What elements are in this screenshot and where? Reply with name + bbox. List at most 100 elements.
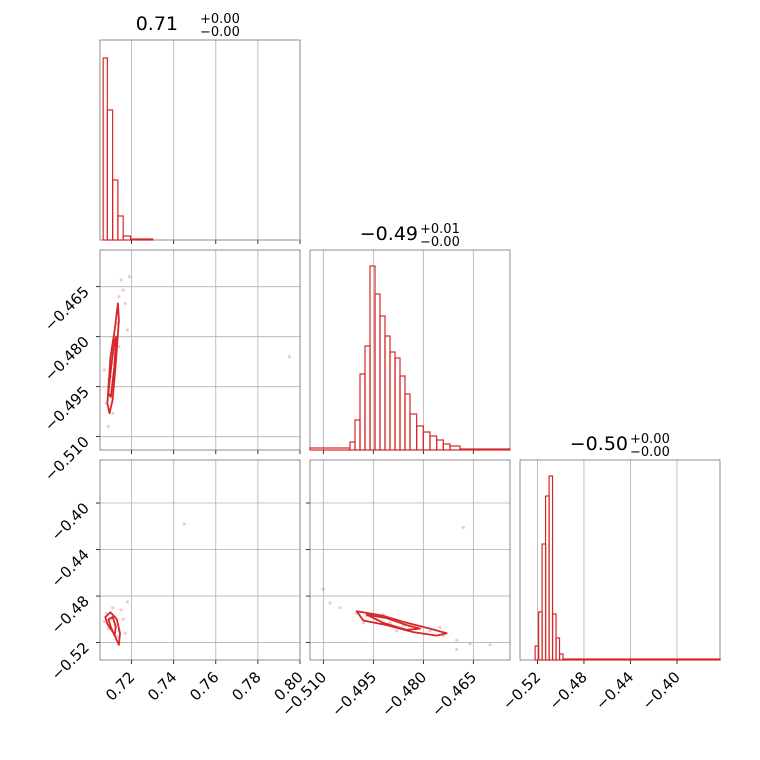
title-param1-upper: +0.00 — [200, 12, 240, 27]
hist2-bin-4 — [364, 345, 371, 451]
hist5-bin-6 — [551, 613, 557, 661]
hist2-bin-1 — [349, 441, 356, 451]
hist2-bin-3 — [359, 373, 366, 451]
scatter4-point-14 — [361, 621, 365, 625]
scatter4-point-5 — [388, 621, 392, 625]
title-param2: −0.49 — [360, 223, 418, 245]
scatter1-contour-0 — [106, 302, 120, 415]
scatter3-point-9 — [125, 600, 129, 604]
xtick-label-5-0: −0.52 — [499, 668, 544, 713]
panel-scatter-param2-param3: −0.510−0.495−0.480−0.465 — [278, 459, 511, 720]
scatter4-contour-1 — [365, 613, 421, 631]
scatter3-point-10 — [182, 522, 186, 526]
hist0-bin-1 — [106, 109, 114, 241]
hist2-bin-10 — [394, 357, 401, 451]
xtick-label-4-1: −0.495 — [328, 668, 380, 720]
scatter1-contour-1 — [107, 335, 118, 398]
scatter4-frame — [309, 459, 511, 661]
hist2-bin-18 — [442, 443, 451, 451]
scatter4-point-18 — [328, 601, 332, 605]
scatter1-point-6 — [111, 411, 115, 415]
hist2-bin-13 — [409, 413, 418, 451]
scatter3-point-8 — [119, 608, 123, 612]
hist2-bin-7 — [379, 315, 386, 451]
xtick-label-3-1: 0.74 — [144, 668, 180, 704]
scatter1-point-7 — [119, 278, 123, 282]
panel-hist-param1: 0.71 +0.00 −0.00 — [99, 12, 301, 244]
ytick-label-1-0: −0.465 — [41, 283, 93, 335]
scatter1-frame — [99, 249, 301, 451]
scatter4-point-13 — [395, 629, 399, 633]
scatter3-contour-0 — [104, 611, 121, 646]
hist0-bin-0 — [102, 57, 108, 241]
scatter1-point-8 — [123, 301, 127, 305]
title-param3-upper: +0.00 — [630, 432, 670, 447]
ytick-label-3-3: −0.52 — [48, 639, 93, 684]
xtick-label-3-3: 0.78 — [228, 668, 264, 704]
hist2-bin-12 — [404, 393, 411, 451]
hist5-bin-8 — [558, 653, 564, 661]
scatter4-point-15 — [438, 625, 442, 630]
hist2-bin-17 — [436, 439, 444, 451]
scatter4-point-0 — [321, 587, 325, 591]
scatter3-contour-1 — [107, 616, 117, 637]
title-param2-upper: +0.01 — [420, 222, 460, 237]
hist0-frame — [99, 39, 301, 241]
panel-scatter-param1-param3: −0.40−0.44−0.48−0.520.72 0.74 0.76 0.78 0.80 — [48, 459, 307, 704]
hist5-bin-9 — [562, 658, 721, 661]
hist5-bin-7 — [555, 637, 561, 661]
hist2-bin-9 — [389, 351, 396, 451]
hist5-bin-5 — [548, 475, 554, 661]
scatter1-point-4 — [117, 295, 121, 299]
scatter3-point-12 — [123, 631, 127, 635]
hist2-bin-5 — [369, 265, 376, 451]
scatter1-point-14 — [125, 328, 129, 332]
scatter4-point-16 — [455, 647, 459, 652]
hist0-bin-3 — [117, 215, 124, 241]
plot-area-param1 — [99, 39, 301, 244]
xtick-label-3-0: 0.72 — [102, 668, 138, 704]
scatter3-point-6 — [121, 617, 125, 621]
title-param3: −0.50 — [570, 433, 628, 455]
title-param3-lower: −0.00 — [630, 445, 670, 460]
scatter4-contour-0 — [355, 610, 448, 637]
scatter3-frame — [99, 459, 301, 661]
plot-area-param1-param2: −0.465−0.480−0.495−0.510 — [41, 249, 301, 485]
ytick-label-3-2: −0.48 — [48, 592, 93, 637]
scatter3-point-4 — [111, 606, 115, 610]
plot-area-param3: −0.52 −0.48 −0.44 −0.40 — [499, 459, 721, 713]
scatter4-point-10 — [455, 638, 459, 642]
scatter1-point-13 — [121, 288, 125, 292]
ytick-label-1-2: −0.495 — [41, 383, 93, 435]
ytick-label-3-0: −0.40 — [48, 499, 93, 544]
hist2-bin-8 — [384, 335, 391, 451]
scatter4-point-11 — [468, 642, 472, 646]
plot-area-param2-param3: −0.510−0.495−0.480−0.465 — [278, 459, 511, 720]
scatter1-point-16 — [117, 345, 121, 349]
ytick-label-3-1: −0.44 — [48, 546, 93, 591]
hist2-bin-14 — [416, 425, 424, 451]
hist0-bin-2 — [112, 179, 119, 241]
hist2-bin-0 — [309, 447, 351, 451]
panel-scatter-param1-param2: −0.465−0.480−0.495−0.510 — [41, 249, 301, 485]
hist2-bin-19 — [449, 445, 461, 451]
plot-area-param2 — [309, 249, 511, 454]
xtick-label-3-2: 0.76 — [186, 668, 222, 704]
xtick-label-5-2: −0.44 — [592, 668, 637, 713]
scatter4-point-1 — [338, 606, 342, 610]
panel-hist-param3: −0.50 +0.00 −0.00 −0.52 −0.48 −0.44 −0.40 — [499, 432, 721, 713]
title-param1-lower: −0.00 — [200, 25, 240, 40]
hist2-bin-11 — [399, 375, 406, 451]
xtick-label-5-1: −0.48 — [546, 668, 591, 713]
scatter1-point-15 — [106, 425, 111, 429]
scatter4-point-17 — [488, 643, 492, 647]
title-param1: 0.71 — [136, 13, 178, 35]
panel-hist-param2: −0.49 +0.01 −0.00 — [309, 222, 511, 454]
scatter4-point-19 — [461, 525, 465, 530]
ytick-label-1-3: −0.510 — [41, 433, 93, 485]
hist0-bin-4 — [122, 235, 132, 241]
scatter4-point-8 — [428, 629, 432, 633]
title-param2-lower: −0.00 — [420, 235, 460, 250]
plot-area-param1-param3: −0.40−0.44−0.48−0.520.72 0.74 0.76 0.78 0.80 — [48, 459, 307, 704]
